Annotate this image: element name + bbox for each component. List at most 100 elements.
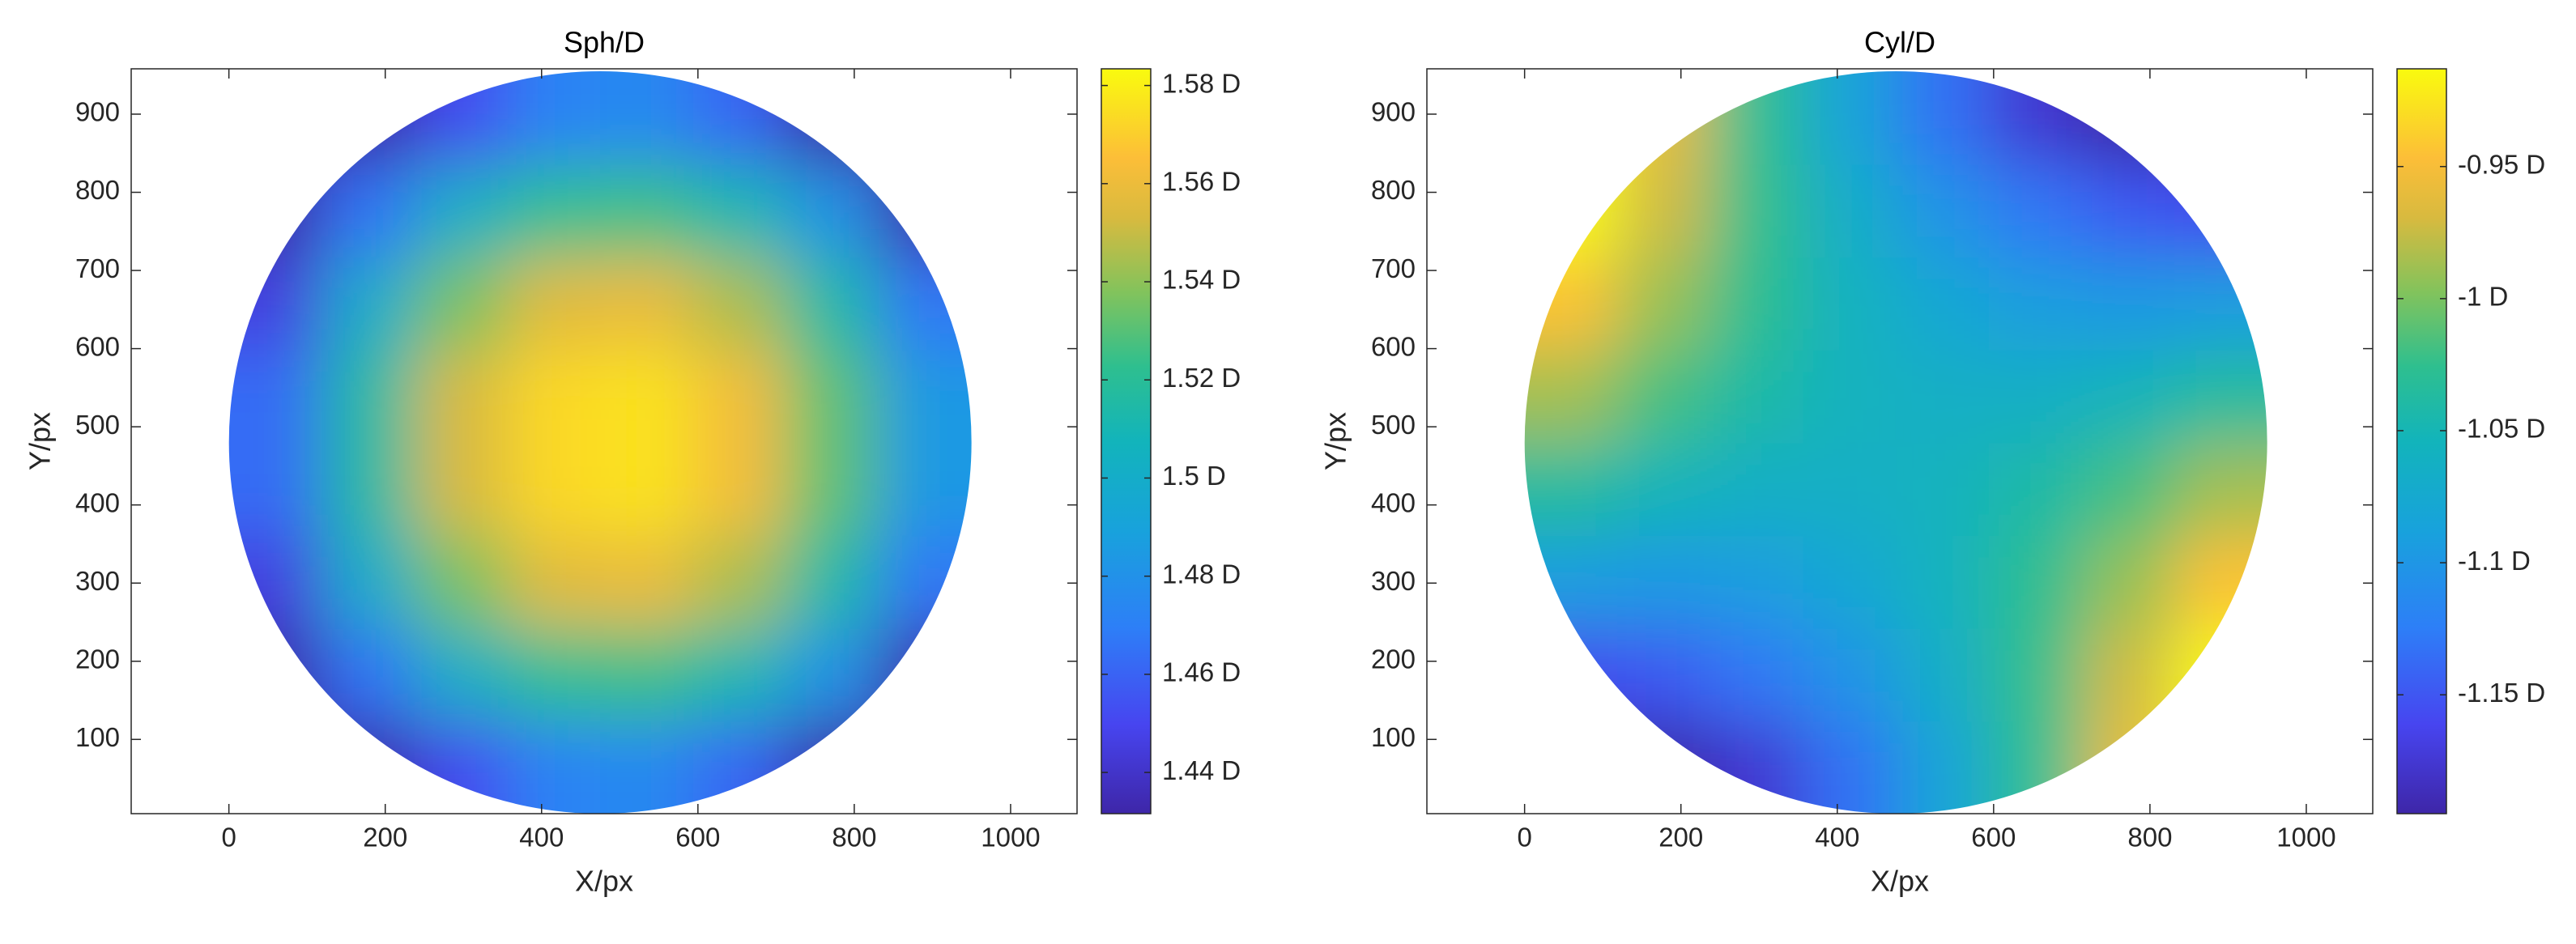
x-tick-label: 1000 <box>2276 823 2335 853</box>
colorbar-tick-label: 1.48 D <box>1162 559 1241 589</box>
heatmap-cell <box>600 349 694 444</box>
y-tick-label: 100 <box>1371 722 1416 752</box>
colorbar-tick-label: 1.44 D <box>1162 755 1241 785</box>
heatmap-cell <box>321 164 415 258</box>
heatmap-cell <box>692 164 787 258</box>
heatmap-cell <box>2174 257 2267 351</box>
heatmap-cell <box>1803 442 1897 537</box>
heatmap-cell <box>2081 164 2176 258</box>
heatmap-cell <box>1524 70 1619 165</box>
y-tick-label: 500 <box>1371 410 1416 440</box>
heatmap-cell <box>786 627 880 722</box>
heatmap-cell <box>600 535 694 629</box>
y-tick-label: 500 <box>75 410 120 440</box>
heatmap-cell <box>1617 164 1711 258</box>
heatmap-cell <box>600 70 694 165</box>
heatmap-cells <box>228 70 972 814</box>
x-tick-label: 600 <box>675 823 720 853</box>
colorbar-tick-label: 1.58 D <box>1162 68 1241 98</box>
colorbar-tick-label: 1.46 D <box>1162 657 1241 687</box>
x-tick-label: 800 <box>832 823 876 853</box>
heatmap-cell <box>228 627 323 722</box>
heatmap-cell <box>692 349 787 444</box>
heatmap-cell <box>414 70 509 165</box>
y-tick-label: 900 <box>1371 97 1416 127</box>
heatmap-cell <box>1896 442 1990 537</box>
x-tick-label: 800 <box>2127 823 2172 853</box>
y-tick-label: 700 <box>1371 253 1416 283</box>
heatmap-cell <box>507 164 602 258</box>
colorbar-tick-label: -0.95 D <box>2458 149 2545 179</box>
colorbar-tick-label: -1.15 D <box>2458 678 2545 708</box>
colorbar <box>1101 68 1152 814</box>
heatmap-cell <box>600 164 694 258</box>
heatmap-cell <box>1803 164 1897 258</box>
heatmap-cell <box>1988 257 2083 351</box>
heatmap-cell <box>600 257 694 351</box>
heatmap-cell <box>414 627 509 722</box>
x-tick-label: 200 <box>1658 823 1703 853</box>
heatmap-cell <box>1988 349 2083 444</box>
colorbar-tick-label: 1.56 D <box>1162 167 1241 197</box>
heatmap-cell <box>228 164 323 258</box>
heatmap-cell <box>1988 627 2083 722</box>
heatmap-cell <box>228 535 323 629</box>
colorbar <box>2396 68 2447 814</box>
heatmap-cell <box>1710 535 1804 629</box>
colorbar-tick-label: -1.1 D <box>2458 546 2531 576</box>
heatmap-cell <box>321 257 415 351</box>
heatmap-cell <box>2081 442 2176 537</box>
heatmap-cell <box>507 442 602 537</box>
heatmap-cell <box>879 257 972 351</box>
heatmap-cell <box>1896 70 1990 165</box>
heatmap-cell <box>507 257 602 351</box>
heatmap-cell <box>321 627 415 722</box>
heatmap-cell <box>692 70 787 165</box>
y-tick-label: 300 <box>1371 566 1416 596</box>
heatmap-cell <box>1803 535 1897 629</box>
heatmap-cell <box>1803 349 1897 444</box>
heatmap-cell <box>692 442 787 537</box>
heatmap-cell <box>1617 257 1711 351</box>
heatmap-cell <box>1617 349 1711 444</box>
heatmap-cell <box>1896 627 1990 722</box>
heatmap-cell <box>1896 257 1990 351</box>
heatmap-cell <box>879 627 972 722</box>
heatmap-cell <box>414 535 509 629</box>
x-tick-label: 1000 <box>981 823 1040 853</box>
heatmap-cell <box>1710 627 1804 722</box>
heatmap-cell <box>1617 535 1711 629</box>
y-tick-label: 100 <box>75 722 120 752</box>
heatmap-cell <box>321 70 415 165</box>
heatmap-cell <box>1524 257 1619 351</box>
heatmap-cell <box>1710 70 1804 165</box>
x-tick-label: 200 <box>363 823 407 853</box>
axes-box <box>130 68 1078 814</box>
heatmap-cell <box>879 70 972 165</box>
heatmap-cell <box>1524 627 1619 722</box>
heatmap-cell <box>321 349 415 444</box>
heatmap-cell <box>414 257 509 351</box>
x-axis-label: X/px <box>575 865 633 898</box>
heatmap-cell <box>879 535 972 629</box>
heatmap-cell <box>321 442 415 537</box>
heatmap-cell <box>507 70 602 165</box>
heatmap-cell <box>1617 70 1711 165</box>
heatmap-cell <box>228 349 323 444</box>
heatmap-cell <box>879 164 972 258</box>
heatmap-cell <box>1803 70 1897 165</box>
heatmap-cell <box>600 627 694 722</box>
heatmap-cell <box>1803 257 1897 351</box>
heatmap-cell <box>1896 349 1990 444</box>
y-tick-label: 400 <box>75 487 120 517</box>
colorbar-tick-label: 1.5 D <box>1162 461 1226 491</box>
y-tick-label: 700 <box>75 253 120 283</box>
y-tick-label: 600 <box>75 331 120 361</box>
x-tick-label: 600 <box>1971 823 2016 853</box>
heatmap-cell <box>1524 349 1619 444</box>
colorbar-tick-label: -1 D <box>2458 282 2508 312</box>
y-tick-label: 600 <box>1371 331 1416 361</box>
heatmap-cell <box>507 349 602 444</box>
x-tick-label: 0 <box>1517 823 1531 853</box>
